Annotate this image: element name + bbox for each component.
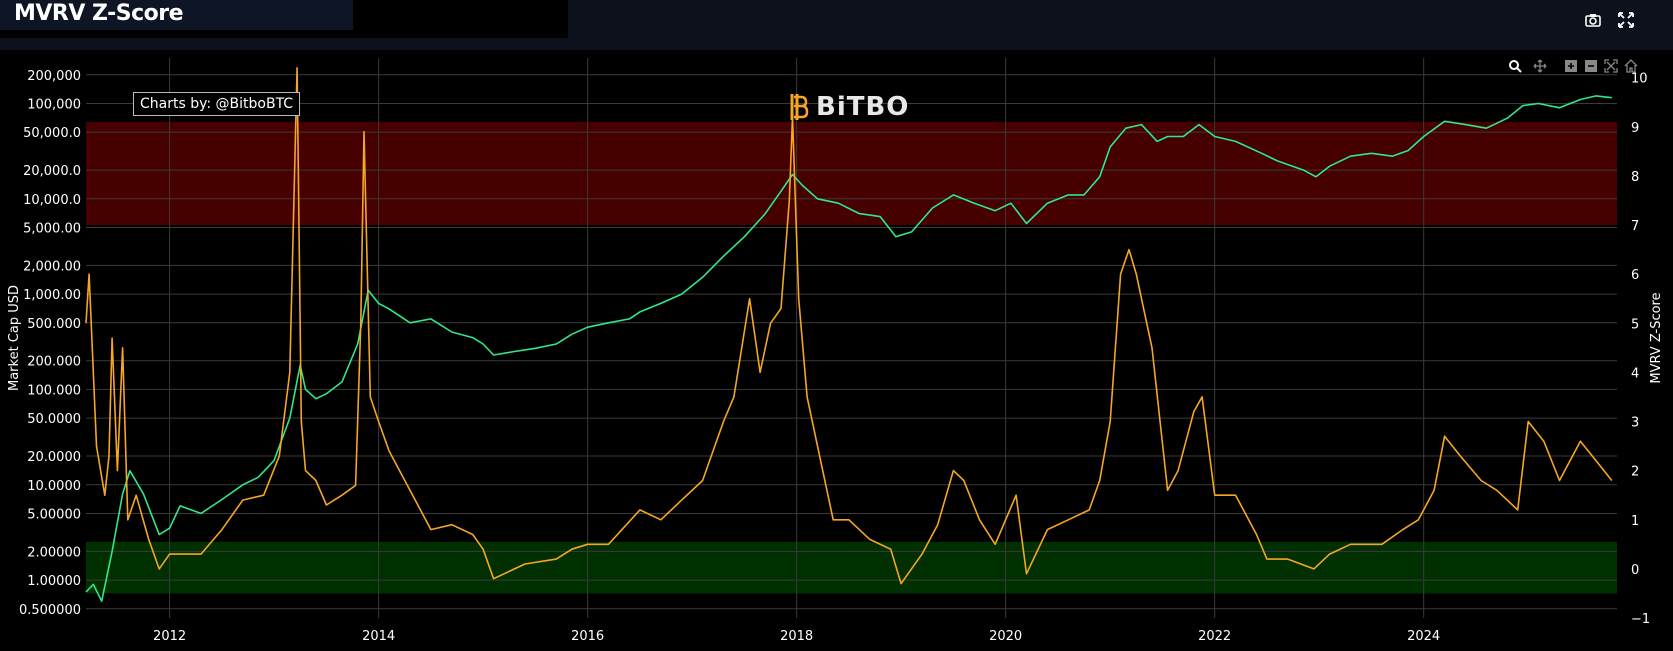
y-left-tick-label: 200.000: [27, 355, 81, 370]
y-right-tick-label: 9: [1631, 121, 1639, 136]
market-cap-line: [85, 95, 1612, 603]
y-right-tick-label: 4: [1631, 366, 1639, 381]
zoom-in-icon[interactable]: [1564, 58, 1578, 72]
x-tick-label: 2016: [571, 629, 604, 644]
zoom-icon[interactable]: [1508, 58, 1522, 73]
y-left-tick-label: 200,000: [27, 69, 81, 84]
y-right-tick-label: 1: [1631, 514, 1639, 529]
grid: [86, 58, 1617, 618]
y-right-tick-label: 10: [1631, 72, 1648, 87]
x-tick-label: 2024: [1407, 629, 1440, 644]
red-zone: [86, 121, 1617, 226]
green-zone: [86, 541, 1617, 594]
y-left-tick-label: 2,000.00: [23, 259, 81, 274]
y-right-tick-label: 0: [1631, 563, 1639, 578]
pan-icon[interactable]: [1533, 58, 1547, 73]
y-right-tick-label: 8: [1631, 170, 1639, 185]
y-left-tick-label: 50.0000: [27, 412, 81, 427]
x-tick-label: 2012: [153, 629, 186, 644]
fullscreen-icon[interactable]: [1617, 11, 1635, 29]
y-left-tick-label: 10,000.0: [23, 193, 81, 208]
x-tick-label: 2018: [780, 629, 813, 644]
mvrv-chart[interactable]: 200,000 100,000 50,000.0 20,000.0 10,000.0 5,…: [0, 50, 1673, 651]
y-left-tick-label: 1,000.00: [23, 288, 81, 303]
title-box: MVRV Z-Score: [0, 0, 568, 38]
y-left-tick-label: 0.500000: [19, 603, 81, 618]
axes: 200,000 100,000 50,000.0 20,000.0 10,000.0 5,…: [7, 69, 1664, 644]
y-left-tick-label: 2.00000: [27, 545, 81, 560]
y-left-tick-label: 500.000: [27, 317, 81, 332]
zones: [86, 121, 1617, 594]
y-left-tick-label: 100,000: [27, 97, 81, 112]
y-left-axis-title: Market Cap USD: [7, 285, 22, 391]
top-bar: MVRV Z-Score: [0, 0, 1673, 50]
page-title: MVRV Z-Score: [14, 1, 184, 26]
y-right-tick-label: 5: [1631, 317, 1639, 332]
y-left-tick-label: 20.0000: [27, 450, 81, 465]
y-left-tick-label: 20,000.0: [23, 164, 81, 179]
y-left-tick-label: 5.00000: [27, 507, 81, 522]
title-background: [0, 0, 353, 30]
logo-text: BiTBO: [816, 92, 910, 122]
camera-icon[interactable]: [1584, 11, 1602, 29]
y-left-tick-label: 1.00000: [27, 574, 81, 589]
autoscale-icon[interactable]: [1604, 58, 1618, 73]
y-right-tick-label: −1: [1631, 612, 1650, 627]
y-right-tick-label: 3: [1631, 416, 1639, 431]
y-left-tick-label: 10.0000: [27, 479, 81, 494]
x-tick-label: 2022: [1198, 629, 1231, 644]
y-right-tick-label: 2: [1631, 465, 1639, 480]
y-left-tick-label: 50,000.0: [23, 126, 81, 141]
bitbo-logo-icon: [790, 94, 809, 120]
y-right-tick-label: 6: [1631, 268, 1639, 283]
home-icon[interactable]: [1624, 58, 1638, 73]
y-right-tick-label: 7: [1631, 219, 1639, 234]
y-left-tick-label: 100.000: [27, 383, 81, 398]
y-left-tick-label: 5,000.00: [23, 221, 81, 236]
credit-annotation: Charts by: @BitboBTC: [133, 92, 301, 116]
x-tick-label: 2014: [362, 629, 395, 644]
y-right-axis-title: MVRV Z-Score: [1649, 292, 1664, 383]
zoom-out-icon[interactable]: [1584, 58, 1598, 72]
x-tick-label: 2020: [989, 629, 1022, 644]
